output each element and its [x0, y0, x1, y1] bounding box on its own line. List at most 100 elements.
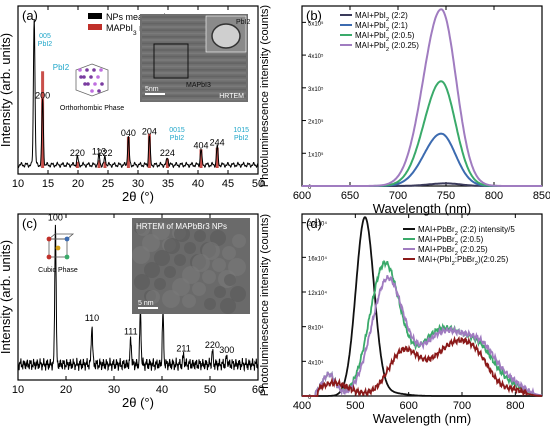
legend-entry: MAI+PbBr2 (2:0.25): [418, 245, 488, 257]
panel-b: 600 650 700 750 800 850 Wavelength (nm) Photolu…: [259, 5, 550, 216]
hrtem-texture: [174, 254, 186, 266]
panel-letter: (d): [306, 216, 322, 231]
scale-label: 5nm: [145, 86, 159, 93]
crystal-atom: [46, 236, 52, 242]
hrtem-texture: [222, 246, 236, 260]
y-tick-label: 4x10⁵: [308, 53, 324, 60]
pbi2-particle: [211, 23, 241, 49]
plot-frame: [17, 213, 259, 381]
x-tick-label: 30: [132, 178, 144, 190]
hrtem-texture: [134, 274, 150, 290]
legend-entry: MAI+PbI2 (2:0.25): [355, 41, 419, 53]
legend-swatch: [88, 24, 102, 30]
hrtem-texture: [214, 286, 226, 298]
series-line: [302, 275, 543, 397]
series-line: [302, 335, 542, 398]
hrtem-texture: [152, 222, 170, 240]
reference-bar: [147, 133, 151, 168]
panel-c: 10 20 30 40 50 60 2θ (°) Intensity (arb. units)…: [0, 213, 264, 410]
hrtem-texture: [142, 234, 160, 252]
legend-swatch: [88, 13, 102, 19]
x-tick-label: 15: [42, 178, 54, 190]
peak-label: 110: [85, 313, 99, 323]
hrtem-texture: [204, 298, 216, 310]
legend-entry: MAI+PbI2 (2:0.5): [355, 31, 415, 43]
series-line: [302, 132, 542, 187]
peak-label: 111: [124, 327, 138, 337]
y-tick-label: 8x10⁴: [308, 325, 324, 332]
x-tick-label: 40: [192, 178, 204, 190]
crystal-atom: [55, 245, 61, 251]
x-tick-label: 700: [453, 400, 471, 412]
crystal-atom: [89, 75, 93, 79]
x-tick-label: 700: [389, 190, 407, 202]
legend-entry: NPs measured: [106, 12, 166, 22]
hrtem-texture: [192, 254, 210, 272]
hrtem-texture: [164, 266, 176, 278]
hrtem-texture: [182, 294, 196, 308]
peak-label: 113: [92, 147, 106, 157]
crystal-atom: [99, 68, 103, 72]
hrtem-texture: [192, 282, 206, 296]
crystal-atom: [46, 254, 52, 260]
pbi2-label: 1015: [233, 127, 249, 134]
crystal-atom: [64, 254, 70, 260]
crystal-atom: [64, 236, 70, 242]
hrtem-texture: [174, 226, 190, 242]
hrtem-texture: [146, 290, 160, 304]
peak-label: 204: [142, 126, 157, 136]
panel-letter: (b): [306, 8, 322, 23]
panel-letter: (a): [22, 8, 38, 23]
y-axis-label: Intensity (arb. units): [0, 240, 13, 354]
reference-bar: [97, 160, 101, 168]
legend-entry: MAI+PbI2 (2:1): [355, 21, 408, 33]
reference-bar: [165, 158, 169, 168]
reference-bar: [126, 136, 130, 168]
hrtem-texture: [154, 250, 170, 266]
peak-label: 200: [35, 90, 50, 100]
x-tick-label: 20: [72, 178, 84, 190]
y-tick-label: 3x10⁵: [308, 86, 324, 93]
reference-bar: [75, 161, 79, 168]
hrtem-texture: [154, 278, 166, 290]
hrtem-texture: [136, 222, 150, 236]
crystal-atom: [90, 89, 94, 93]
x-tick-label: 40: [156, 384, 168, 396]
hrtem-texture: [162, 290, 180, 308]
peak-label: 404: [193, 140, 208, 150]
crystal-atom: [79, 75, 83, 79]
crystal-cell-top: [47, 233, 75, 240]
hrtem-texture: [164, 238, 180, 254]
crystal-atom: [92, 68, 96, 72]
hrtem-texture: [184, 242, 196, 254]
legend-entry: MAI+(PbI2:PbBr2)(2:0.25): [418, 255, 509, 267]
hrtem-texture: [202, 242, 220, 260]
pbi2-label: PbI2: [170, 135, 185, 142]
x-axis-label: Wavelength (nm): [373, 201, 472, 216]
phase-label: Cubic Phase: [38, 267, 78, 274]
peak-label: 100: [48, 213, 63, 223]
hrtem-texture: [228, 258, 246, 276]
peak-label: 244: [210, 137, 225, 147]
reference-bar: [215, 147, 219, 168]
series-line: [302, 80, 542, 187]
phase-label: Orthorhombic Phase: [60, 105, 124, 112]
hrtem-texture: [182, 266, 200, 284]
x-tick-label: 850: [533, 190, 550, 202]
legend-entry: MAI+PbBr2 (2:0.5): [418, 235, 484, 247]
hrtem-texture: [232, 234, 246, 248]
x-tick-label: 400: [293, 400, 311, 412]
x-tick-label: 30: [108, 384, 120, 396]
hrtem-texture: [172, 278, 190, 296]
peak-label: 300: [219, 345, 234, 355]
pbi2-label: PbI2: [38, 41, 53, 48]
crystal-atom: [97, 89, 101, 93]
x-tick-label: 25: [102, 178, 114, 190]
x-tick-label: 600: [293, 190, 311, 202]
x-tick-label: 750: [437, 190, 455, 202]
scale-label: 5 nm: [138, 300, 154, 307]
hrtem-texture: [202, 270, 216, 284]
y-tick-label: 5x10⁵: [308, 20, 324, 27]
